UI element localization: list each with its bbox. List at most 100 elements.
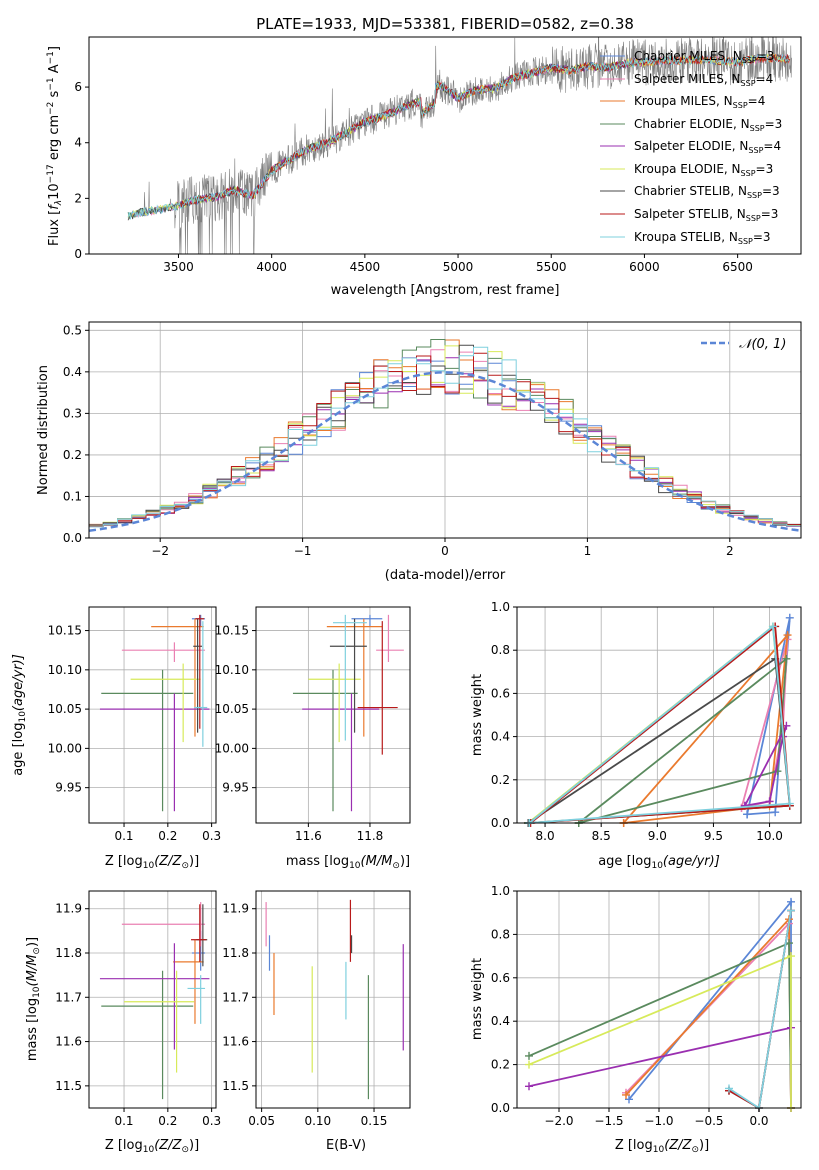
spectrum-panel: 3500 4000 4500 5000 5500 6000 6500 0 2 4 6 wavelen… bbox=[46, 36, 802, 298]
x-tick-label: −0.5 bbox=[694, 1114, 723, 1128]
mass-vs-Z-panel: 0.1 0.2 0.3 11.5 11.6 11.7 11.8 11.9 Z [log10(Z… bbox=[25, 890, 221, 1155]
mass-vs-Z-frame bbox=[88, 890, 217, 1109]
weight-line bbox=[744, 725, 788, 807]
spectrum-ticks: 3500 4000 4500 5000 5500 6000 6500 0 2 4 6 bbox=[74, 80, 753, 274]
legend-entry: Chabrier MILES, NSSP=3 bbox=[600, 49, 774, 65]
age-vs-Z-panel: 0.1 0.2 0.3 9.95 10.00 10.05 10.10 10.15 Z [log… bbox=[11, 606, 221, 871]
x-tick-label: 6000 bbox=[629, 260, 660, 274]
x-tick-label: 8.5 bbox=[592, 829, 611, 843]
legend-entry: Chabrier ELODIE, NSSP=3 bbox=[600, 117, 782, 133]
weight-vs-Z-ticks: −2.0 −1.5 −1.0 −0.5 0.0 0.0 0.2 0.4 0.6 0.8 1.0 bbox=[491, 884, 769, 1128]
age-vs-Z-ylabel: age [log10(age/yr)] bbox=[11, 654, 28, 776]
spectrum-legend: Chabrier MILES, NSSP=3 Salpeter MILES, N… bbox=[600, 49, 782, 246]
weight-marker bbox=[525, 1051, 533, 1060]
y-tick-label: 0.6 bbox=[491, 686, 510, 700]
normal-legend-label: 𝒩(0, 1) bbox=[739, 337, 786, 352]
x-tick-label: 9.0 bbox=[648, 829, 667, 843]
x-tick-label: 8.0 bbox=[536, 829, 555, 843]
y-tick-label: 0.2 bbox=[63, 448, 82, 462]
legend-entry: Kroupa STELIB, NSSP=3 bbox=[600, 230, 771, 246]
svg-text:Salpeter STELIB, NSSP=3: Salpeter STELIB, NSSP=3 bbox=[634, 207, 778, 223]
svg-text:Salpeter MILES, NSSP=4: Salpeter MILES, NSSP=4 bbox=[634, 72, 773, 88]
weight-line bbox=[625, 921, 792, 1109]
weight-vs-age-ticks: 8.0 8.5 9.0 9.5 10.0 0.0 0.2 0.4 0.6 0.8 1.0 bbox=[491, 600, 783, 843]
mass-vs-ebv-panel: 0.05 0.10 0.15 11.5 11.6 11.7 11.8 11.9 E(B-V) bbox=[222, 890, 411, 1153]
y-tick-label: 11.8 bbox=[222, 946, 249, 960]
x-tick-label: 1 bbox=[584, 544, 592, 558]
y-tick-label: 0.8 bbox=[491, 643, 510, 657]
weight-marker bbox=[622, 1090, 630, 1099]
legend-entry: Chabrier STELIB, NSSP=3 bbox=[600, 184, 780, 200]
weight-vs-age-frame bbox=[516, 606, 802, 824]
mass-vs-Z-ticks: 0.1 0.2 0.3 11.5 11.6 11.7 11.8 11.9 bbox=[55, 902, 221, 1128]
weight-marker bbox=[625, 1095, 633, 1104]
weight-vs-age-ylabel: mass weight bbox=[470, 674, 485, 756]
x-tick-label: 9.5 bbox=[704, 829, 723, 843]
x-tick-label: −2 bbox=[151, 544, 169, 558]
weight-marker bbox=[783, 631, 792, 640]
residuals-panel: −2 −1 0 1 2 0.0 0.1 0.2 0.3 0.4 0.5 (data-model)/e… bbox=[36, 321, 802, 583]
y-tick-label: 10.10 bbox=[215, 663, 249, 677]
weight-marker bbox=[785, 613, 794, 622]
weight-vs-Z-plot-area bbox=[517, 890, 801, 1112]
x-tick-label: 5000 bbox=[443, 260, 474, 274]
y-tick-label: 10.15 bbox=[48, 624, 82, 638]
y-tick-label: 0.0 bbox=[491, 816, 510, 830]
weight-marker bbox=[773, 767, 782, 776]
svg-text:Chabrier ELODIE, NSSP=3: Chabrier ELODIE, NSSP=3 bbox=[634, 117, 782, 133]
observed-spectrum bbox=[127, 37, 792, 254]
y-tick-label: 11.5 bbox=[55, 1079, 82, 1093]
weight-marker bbox=[782, 654, 791, 663]
y-tick-label: 2 bbox=[74, 191, 82, 205]
weight-line bbox=[528, 954, 792, 1108]
weight-marker bbox=[787, 952, 795, 961]
y-tick-label: 0.2 bbox=[491, 1058, 510, 1072]
svg-text:Chabrier MILES, NSSP=3: Chabrier MILES, NSSP=3 bbox=[634, 49, 774, 65]
weight-line bbox=[529, 624, 791, 824]
residuals-ticks: −2 −1 0 1 2 0.0 0.1 0.2 0.3 0.4 0.5 bbox=[63, 323, 734, 558]
svg-text:Kroupa MILES, NSSP=4: Kroupa MILES, NSSP=4 bbox=[634, 94, 765, 110]
legend-entry: Kroupa ELODIE, NSSP=3 bbox=[600, 162, 773, 178]
x-tick-label: 5500 bbox=[536, 260, 567, 274]
y-tick-label: 0.4 bbox=[63, 365, 82, 379]
x-tick-label: 0.3 bbox=[202, 1114, 221, 1128]
y-tick-label: 9.95 bbox=[55, 781, 82, 795]
mass-vs-ebv-frame bbox=[255, 890, 411, 1109]
mass-vs-Z-xlabel: Z [log10(Z/Z⊙)] bbox=[105, 1138, 199, 1155]
y-tick-label: 11.6 bbox=[55, 1035, 82, 1049]
svg-text:Chabrier STELIB, NSSP=3: Chabrier STELIB, NSSP=3 bbox=[634, 184, 780, 200]
weight-marker bbox=[743, 810, 752, 819]
x-tick-label: 0.1 bbox=[114, 829, 133, 843]
y-tick-label: 0.1 bbox=[63, 489, 82, 503]
svg-text:Kroupa ELODIE, NSSP=3: Kroupa ELODIE, NSSP=3 bbox=[634, 162, 773, 178]
svg-text:Salpeter ELODIE, NSSP=4: Salpeter ELODIE, NSSP=4 bbox=[634, 139, 781, 155]
x-tick-label: 0.2 bbox=[158, 1114, 177, 1128]
mass-vs-ebv-ticks: 0.05 0.10 0.15 11.5 11.6 11.7 11.8 11.9 bbox=[222, 902, 387, 1128]
y-tick-label: 1.0 bbox=[491, 884, 510, 898]
y-tick-label: 11.6 bbox=[222, 1035, 249, 1049]
age-vs-mass-plot-area bbox=[256, 607, 410, 823]
residuals-plot-area bbox=[88, 322, 802, 539]
model-spectrum-line bbox=[179, 57, 645, 208]
x-tick-label: 11.6 bbox=[295, 829, 322, 843]
x-tick-label: 0.3 bbox=[202, 829, 221, 843]
y-tick-label: 10.15 bbox=[215, 624, 249, 638]
y-tick-label: 11.9 bbox=[55, 902, 82, 916]
weight-line bbox=[578, 656, 788, 824]
weight-vs-Z-panel: −2.0 −1.5 −1.0 −0.5 0.0 0.0 0.2 0.4 0.6 0.8 1.0 Z … bbox=[470, 884, 802, 1155]
residual-histogram bbox=[89, 346, 801, 528]
weight-marker bbox=[771, 808, 780, 817]
y-tick-label: 11.7 bbox=[55, 990, 82, 1004]
x-tick-label: −1.0 bbox=[644, 1114, 673, 1128]
y-tick-label: 10.05 bbox=[215, 702, 249, 716]
x-tick-label: 0.2 bbox=[158, 829, 177, 843]
x-tick-label: −2.0 bbox=[544, 1114, 573, 1128]
weight-line bbox=[622, 632, 789, 824]
x-tick-label: 0.1 bbox=[114, 1114, 133, 1128]
spectrum-frame bbox=[88, 36, 802, 255]
y-tick-label: 4 bbox=[74, 136, 82, 150]
y-tick-label: 0.8 bbox=[491, 927, 510, 941]
mass-vs-ebv-xlabel: E(B-V) bbox=[326, 1138, 366, 1153]
x-tick-label: 0 bbox=[441, 544, 449, 558]
